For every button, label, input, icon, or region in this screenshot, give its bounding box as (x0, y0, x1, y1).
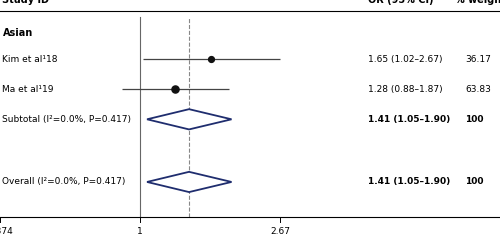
Text: 1: 1 (137, 227, 143, 235)
Text: % weight: % weight (455, 0, 500, 5)
Polygon shape (147, 109, 232, 129)
Text: 100: 100 (465, 115, 483, 124)
Text: Asian: Asian (2, 27, 33, 38)
Text: Ma et al¹19: Ma et al¹19 (2, 85, 54, 94)
Text: 0.374: 0.374 (0, 227, 13, 235)
Text: 1.28 (0.88–1.87): 1.28 (0.88–1.87) (368, 85, 442, 94)
Text: 1.41 (1.05–1.90): 1.41 (1.05–1.90) (368, 115, 450, 124)
Polygon shape (147, 172, 232, 192)
Text: 1.41 (1.05–1.90): 1.41 (1.05–1.90) (368, 177, 450, 187)
Text: Overall (I²=0.0%, P=0.417): Overall (I²=0.0%, P=0.417) (2, 177, 126, 187)
Text: 36.17: 36.17 (465, 54, 491, 64)
Text: Kim et al¹18: Kim et al¹18 (2, 54, 58, 64)
Text: 63.83: 63.83 (465, 85, 491, 94)
Text: 1.65 (1.02–2.67): 1.65 (1.02–2.67) (368, 54, 442, 64)
Text: Subtotal (I²=0.0%, P=0.417): Subtotal (I²=0.0%, P=0.417) (2, 115, 132, 124)
Text: Study ID: Study ID (2, 0, 50, 5)
Text: 100: 100 (465, 177, 483, 187)
Text: OR (95% CI): OR (95% CI) (368, 0, 433, 5)
Text: 2.67: 2.67 (270, 227, 290, 235)
